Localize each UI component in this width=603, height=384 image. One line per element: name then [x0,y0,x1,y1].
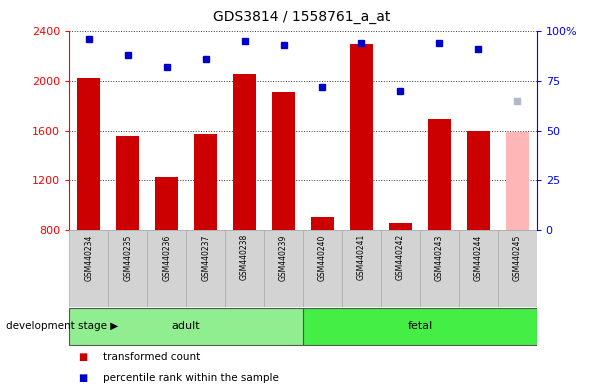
Bar [311,217,334,230]
Bar [77,78,101,230]
Text: ■: ■ [78,352,87,362]
Bar [497,230,537,307]
Bar [116,136,139,230]
Text: adult: adult [172,321,200,331]
Bar [225,230,264,307]
Bar [381,230,420,307]
Text: fetal: fetal [407,321,432,331]
Bar [186,230,225,307]
Bar [264,230,303,307]
Text: GSM440241: GSM440241 [357,234,366,280]
Text: GSM440243: GSM440243 [435,234,444,281]
Bar [505,132,529,230]
Text: GSM440240: GSM440240 [318,234,327,281]
Bar [233,74,256,230]
Text: GSM440244: GSM440244 [474,234,483,281]
Bar [147,230,186,307]
Bar [350,45,373,230]
Text: ■: ■ [78,373,87,383]
Bar [109,230,147,307]
Bar [342,230,381,307]
Bar [303,230,342,307]
Text: GSM440236: GSM440236 [162,234,171,281]
Bar [69,230,109,307]
Text: GSM440245: GSM440245 [513,234,522,281]
Bar [389,223,412,230]
Bar [194,134,217,230]
Bar [467,131,490,230]
Bar [420,230,459,307]
Text: GDS3814 / 1558761_a_at: GDS3814 / 1558761_a_at [213,10,390,23]
Bar [69,308,303,345]
Text: GSM440238: GSM440238 [240,234,249,280]
Text: transformed count: transformed count [103,352,200,362]
Bar [459,230,497,307]
Bar [155,177,178,230]
Bar [303,308,537,345]
Text: percentile rank within the sample: percentile rank within the sample [103,373,279,383]
Text: development stage ▶: development stage ▶ [6,321,118,331]
Text: GSM440234: GSM440234 [84,234,93,281]
Text: GSM440235: GSM440235 [123,234,132,281]
Bar [428,119,451,230]
Bar [272,92,295,230]
Text: GSM440237: GSM440237 [201,234,210,281]
Text: GSM440239: GSM440239 [279,234,288,281]
Text: GSM440242: GSM440242 [396,234,405,280]
